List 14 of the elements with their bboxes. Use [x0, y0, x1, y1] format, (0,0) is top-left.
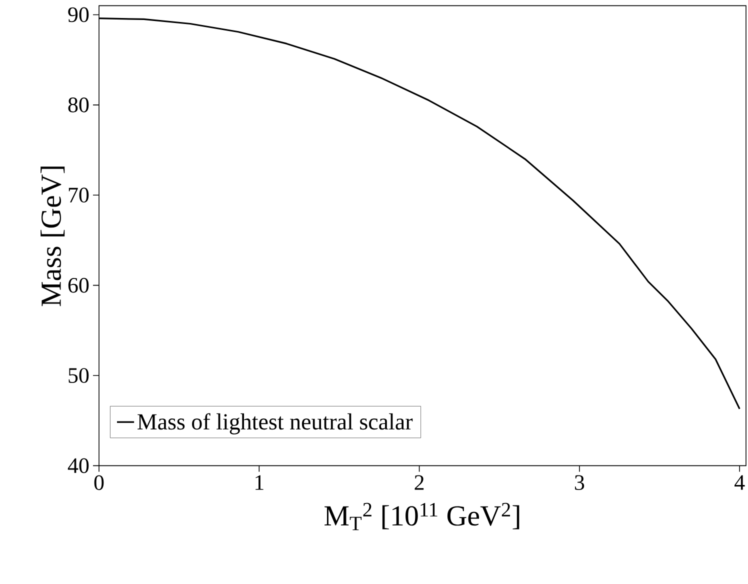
x-tick-label: 1 [256, 475, 264, 490]
x-tick-label: 0 [94, 475, 104, 490]
y-tick-label: 70 [68, 188, 89, 203]
y-axis-title: Mass [GeV] [40, 166, 65, 306]
y-tick-label: 50 [68, 368, 89, 383]
legend-label: Mass of lightest neutral scalar [138, 413, 413, 434]
y-tick-label: 90 [68, 7, 89, 22]
y-tick-label: 80 [68, 97, 89, 112]
x-tick-label: 4 [734, 475, 745, 490]
y-tick-label: 60 [68, 278, 89, 293]
x-tick-label: 2 [414, 475, 424, 490]
x-tick-label: 3 [574, 475, 584, 490]
x-axis-title: M$_{T}$$^{2}$ [10$^{11}$ GeV$^{2}$] [324, 502, 520, 530]
y-tick-label: 40 [68, 458, 89, 474]
